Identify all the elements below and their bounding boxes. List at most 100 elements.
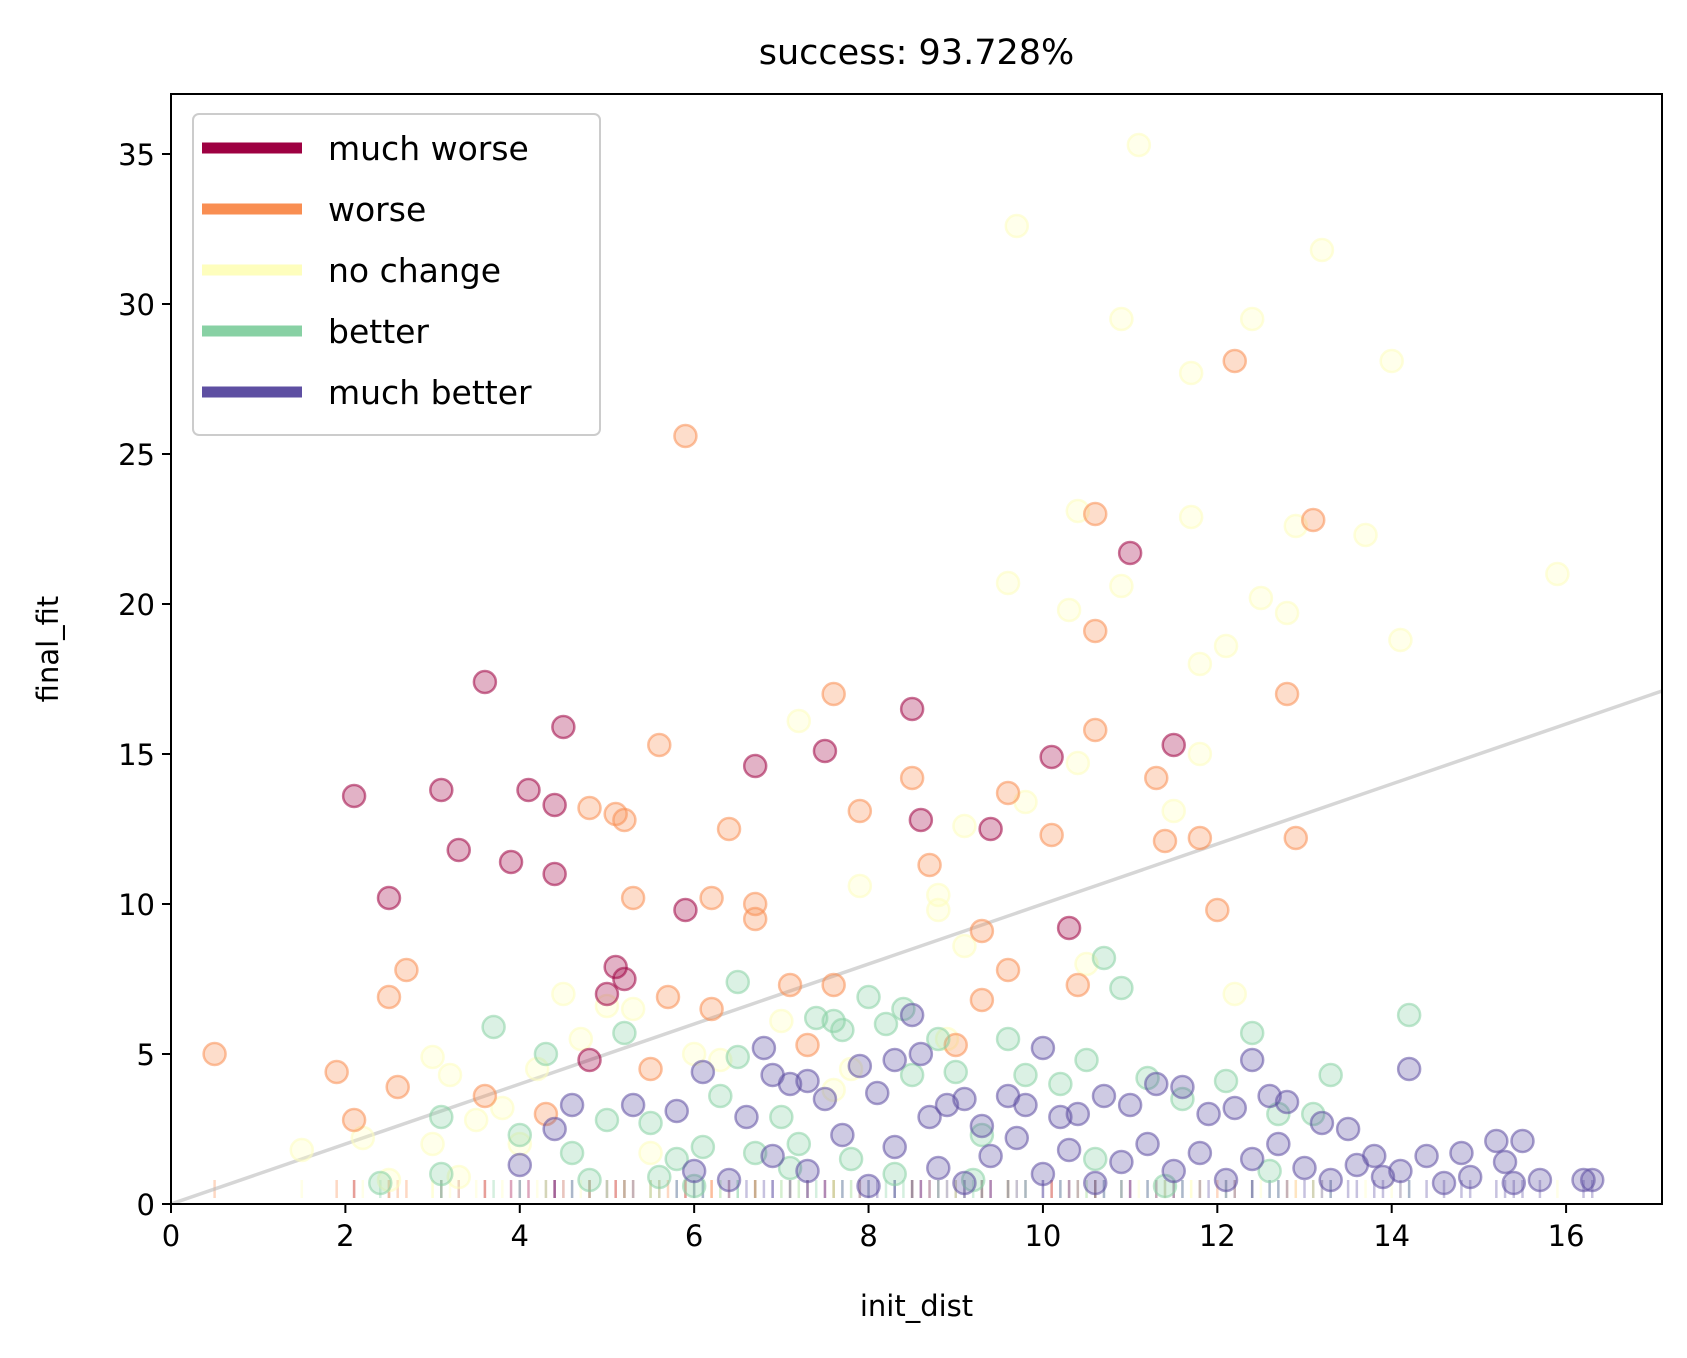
data-point xyxy=(1178,360,1204,386)
data-point xyxy=(498,849,524,875)
data-point xyxy=(830,1017,855,1043)
series-no-change xyxy=(289,132,1570,1193)
data-point xyxy=(812,738,838,764)
data-point xyxy=(1353,522,1378,548)
data-point xyxy=(1449,1140,1474,1166)
data-point xyxy=(1082,717,1108,743)
data-point xyxy=(289,1137,315,1163)
data-point xyxy=(1239,306,1265,332)
data-point xyxy=(620,996,646,1022)
data-point xyxy=(612,966,637,992)
data-point xyxy=(1187,1140,1213,1166)
data-point xyxy=(882,1134,907,1160)
data-point xyxy=(1004,1125,1030,1151)
data-point xyxy=(594,1107,620,1133)
data-point xyxy=(1178,504,1204,530)
y-tick-label: 25 xyxy=(118,438,155,472)
plot-frame xyxy=(170,93,1663,1205)
data-point xyxy=(742,753,768,779)
data-point xyxy=(1065,972,1091,998)
data-point xyxy=(1484,1128,1509,1154)
data-point xyxy=(1388,1158,1413,1184)
data-point xyxy=(1065,1101,1091,1127)
data-point xyxy=(507,1122,533,1148)
x-tick-label: 0 xyxy=(162,1219,180,1253)
data-point xyxy=(577,1047,602,1073)
data-point xyxy=(952,1086,977,1112)
data-point xyxy=(1274,681,1300,707)
data-point xyxy=(751,1035,777,1061)
data-point xyxy=(725,969,751,995)
data-point xyxy=(795,1068,820,1094)
data-point xyxy=(908,1041,934,1067)
data-point xyxy=(917,852,942,878)
data-point xyxy=(1396,1002,1422,1028)
data-point xyxy=(821,1077,846,1103)
data-point xyxy=(1013,1092,1038,1118)
data-point xyxy=(376,885,402,911)
data-point xyxy=(577,1167,602,1193)
data-point xyxy=(830,1122,855,1148)
data-point xyxy=(1248,585,1274,611)
series-much-worse xyxy=(341,540,1186,1073)
data-point xyxy=(943,1059,968,1085)
data-point xyxy=(699,885,724,911)
data-point xyxy=(620,1092,646,1118)
data-point xyxy=(1300,507,1326,533)
data-point xyxy=(777,972,803,998)
data-marks xyxy=(171,132,1662,1204)
data-point xyxy=(1056,597,1082,623)
data-point xyxy=(1109,1149,1134,1175)
data-point xyxy=(1222,981,1248,1007)
data-point xyxy=(1135,1131,1160,1157)
data-point xyxy=(1309,1110,1335,1136)
data-point xyxy=(1161,1158,1186,1184)
data-point xyxy=(594,981,620,1007)
y-tick-label: 5 xyxy=(137,1038,155,1072)
data-point xyxy=(559,1092,585,1118)
data-point xyxy=(1388,627,1413,653)
data-point xyxy=(202,1041,227,1067)
data-point xyxy=(429,777,454,803)
data-point xyxy=(1091,945,1117,971)
x-tick-label: 2 xyxy=(336,1219,354,1253)
data-point xyxy=(952,1170,977,1196)
data-point xyxy=(1431,1170,1457,1196)
data-point xyxy=(472,1083,498,1109)
data-point xyxy=(690,1134,716,1160)
data-point xyxy=(899,696,925,722)
data-point xyxy=(1309,237,1335,263)
data-point xyxy=(420,1044,445,1070)
data-point xyxy=(1074,1047,1099,1073)
data-point xyxy=(481,1014,506,1040)
data-point xyxy=(873,1011,899,1037)
data-point xyxy=(690,1059,716,1085)
data-point xyxy=(437,1062,463,1088)
data-point xyxy=(742,906,768,932)
data-point xyxy=(899,1002,925,1028)
data-point xyxy=(995,957,1021,983)
data-point xyxy=(847,1053,873,1079)
data-point xyxy=(969,987,995,1013)
data-point xyxy=(394,957,419,983)
data-point xyxy=(1239,1047,1265,1073)
data-point xyxy=(978,816,1003,842)
data-point xyxy=(1109,573,1134,599)
data-point xyxy=(969,1113,995,1139)
data-point xyxy=(463,1107,489,1133)
data-point xyxy=(612,807,637,833)
data-point xyxy=(620,885,646,911)
data-point xyxy=(708,1083,733,1109)
data-point xyxy=(1056,915,1082,941)
data-point xyxy=(1039,744,1064,770)
data-point xyxy=(681,1158,707,1184)
data-point xyxy=(1222,348,1248,374)
data-point xyxy=(1571,1167,1596,1193)
legend-label: better xyxy=(328,312,429,351)
data-point xyxy=(1170,1074,1195,1100)
data-point xyxy=(1501,1170,1527,1196)
data-point xyxy=(1292,1155,1317,1181)
data-point xyxy=(1161,732,1186,758)
data-point xyxy=(725,1044,751,1070)
